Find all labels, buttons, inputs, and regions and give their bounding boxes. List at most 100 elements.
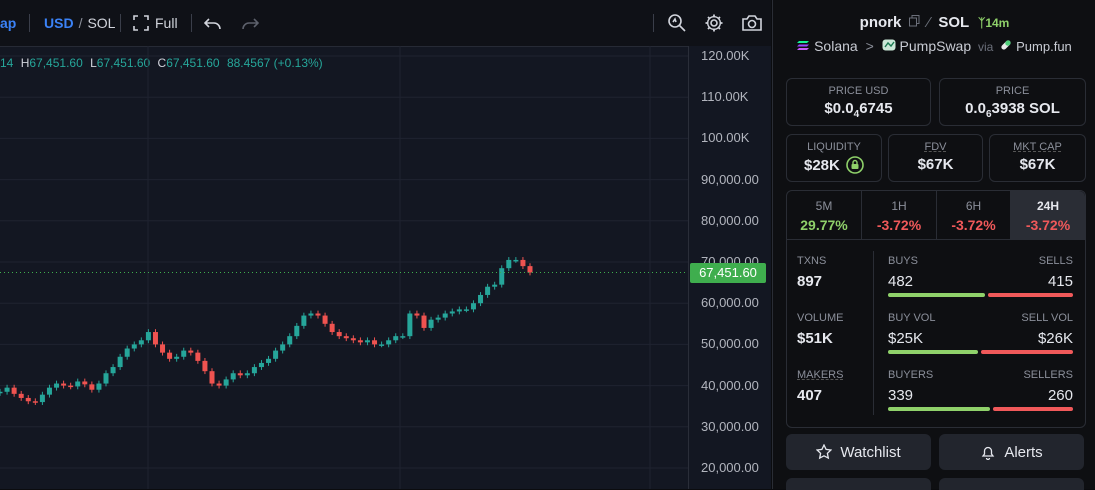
candle[interactable]	[223, 379, 229, 386]
candle[interactable]	[513, 259, 519, 262]
candle[interactable]	[251, 367, 257, 374]
candle[interactable]	[506, 259, 512, 269]
candle[interactable]	[442, 313, 448, 318]
candle[interactable]	[273, 350, 279, 359]
candle[interactable]	[407, 313, 413, 337]
candle[interactable]	[414, 313, 420, 316]
candle[interactable]	[463, 309, 469, 311]
candle[interactable]	[258, 362, 264, 368]
candle[interactable]	[209, 371, 215, 384]
candle[interactable]	[181, 350, 187, 357]
candle[interactable]	[520, 259, 526, 267]
candle[interactable]	[145, 332, 151, 341]
candle[interactable]	[301, 315, 307, 326]
tab-5m[interactable]: 5M 29.77%	[787, 191, 862, 239]
candle[interactable]	[202, 360, 208, 372]
candle[interactable]	[315, 313, 321, 316]
candle[interactable]	[4, 387, 10, 392]
lock-icon[interactable]	[846, 156, 864, 174]
more-button[interactable]	[786, 478, 931, 490]
candle[interactable]	[25, 397, 31, 402]
candle[interactable]	[372, 340, 378, 345]
watchlist-button[interactable]: Watchlist	[786, 434, 931, 470]
candle[interactable]	[32, 401, 38, 403]
candle[interactable]	[39, 394, 45, 403]
candle[interactable]	[343, 336, 349, 339]
candle[interactable]	[350, 338, 356, 341]
copy-icon[interactable]	[908, 15, 920, 27]
candle[interactable]	[386, 340, 392, 345]
candle[interactable]	[266, 358, 272, 363]
more-button[interactable]	[939, 478, 1084, 490]
candle[interactable]	[131, 344, 137, 349]
chart-settings-button[interactable]	[704, 0, 724, 46]
candle[interactable]	[96, 383, 102, 390]
candle[interactable]	[0, 391, 3, 394]
undo-button[interactable]	[204, 0, 222, 46]
candle[interactable]	[322, 315, 328, 324]
chart-panel[interactable]: ap USD / SOL Full	[0, 0, 771, 489]
screenshot-button[interactable]	[741, 0, 763, 46]
candle[interactable]	[237, 373, 243, 376]
candle[interactable]	[174, 356, 180, 359]
candle[interactable]	[393, 336, 399, 341]
candle[interactable]	[103, 373, 109, 384]
candle[interactable]	[188, 350, 194, 353]
candle[interactable]	[336, 332, 342, 337]
candle[interactable]	[61, 383, 67, 386]
tab-24h[interactable]: 24H -3.72%	[1011, 191, 1085, 239]
candle[interactable]	[449, 311, 455, 314]
candle[interactable]	[379, 344, 385, 346]
candle[interactable]	[527, 266, 533, 273]
currency-usd[interactable]: USD	[44, 15, 74, 31]
candle[interactable]	[435, 317, 441, 320]
candle[interactable]	[46, 387, 52, 395]
candle[interactable]	[364, 340, 370, 343]
candle[interactable]	[11, 387, 17, 394]
candle[interactable]	[357, 340, 363, 343]
candlestick-plot[interactable]	[0, 46, 688, 489]
candle[interactable]	[478, 294, 484, 304]
candle[interactable]	[308, 313, 314, 316]
currency-toggle[interactable]: USD / SOL	[44, 0, 115, 46]
candle[interactable]	[400, 336, 406, 338]
candle[interactable]	[167, 352, 173, 359]
candle[interactable]	[470, 303, 476, 310]
candle[interactable]	[68, 385, 74, 388]
candle[interactable]	[485, 286, 491, 295]
candle[interactable]	[428, 319, 434, 328]
candle[interactable]	[280, 344, 286, 351]
fullscreen-button[interactable]: Full	[133, 0, 178, 46]
dex-name[interactable]: PumpSwap	[899, 38, 972, 54]
chain-name[interactable]: Solana	[814, 38, 858, 54]
candle[interactable]	[124, 348, 130, 357]
candle[interactable]	[456, 309, 462, 312]
alerts-button[interactable]: Alerts	[939, 434, 1084, 470]
candle[interactable]	[152, 332, 158, 345]
launchpad-name[interactable]: Pump.fun	[1016, 39, 1072, 54]
redo-button[interactable]	[241, 0, 259, 46]
candle[interactable]	[89, 384, 95, 390]
candle[interactable]	[499, 268, 505, 285]
candle[interactable]	[230, 373, 236, 380]
candle[interactable]	[329, 323, 335, 333]
candle[interactable]	[110, 367, 116, 374]
candle[interactable]	[54, 383, 60, 388]
indicator-search-button[interactable]	[667, 0, 687, 46]
candle[interactable]	[287, 336, 293, 345]
candle[interactable]	[216, 383, 222, 386]
candle[interactable]	[117, 356, 123, 368]
currency-sol[interactable]: SOL	[87, 15, 116, 31]
candle[interactable]	[138, 340, 144, 345]
tab-6h[interactable]: 6H -3.72%	[937, 191, 1011, 239]
candle[interactable]	[18, 393, 24, 398]
candle[interactable]	[195, 352, 201, 361]
candle[interactable]	[160, 344, 166, 353]
tab-1h[interactable]: 1H -3.72%	[862, 191, 937, 239]
candle[interactable]	[492, 284, 498, 287]
candle[interactable]	[294, 325, 300, 337]
toolbar-partial-label[interactable]: ap	[0, 15, 17, 31]
candle[interactable]	[421, 315, 427, 328]
candle[interactable]	[75, 381, 81, 387]
candle[interactable]	[82, 381, 88, 385]
